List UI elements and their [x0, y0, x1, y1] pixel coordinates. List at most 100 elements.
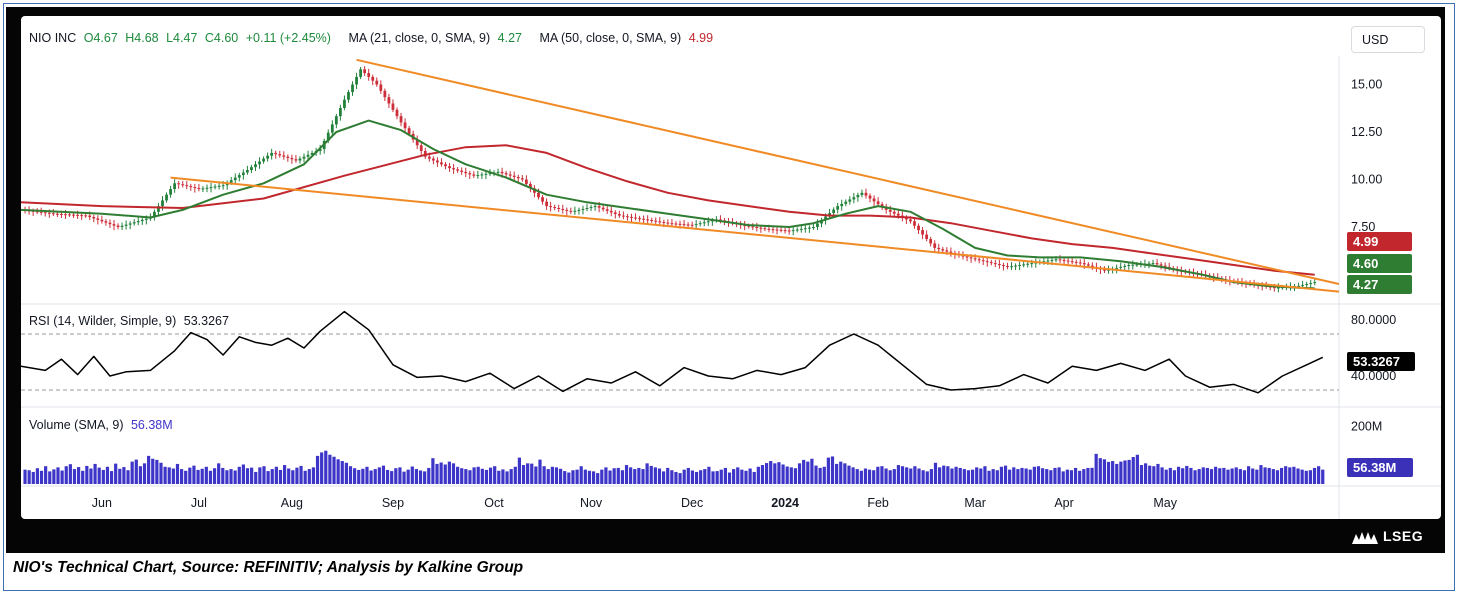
volume-bar — [723, 467, 727, 484]
volume-bar — [361, 468, 365, 484]
candle-body — [270, 152, 274, 156]
candle-body — [1119, 266, 1123, 268]
candle-body — [64, 214, 67, 216]
candle-body — [258, 161, 261, 165]
rsi-tick-label: 80.0000 — [1351, 313, 1396, 327]
volume-bar — [266, 471, 270, 484]
candle-body — [977, 259, 981, 261]
candle-body — [892, 211, 896, 214]
candle-body — [112, 224, 116, 226]
volume-bar — [340, 461, 344, 484]
volume-bar — [480, 468, 484, 484]
volume-bar — [526, 463, 530, 484]
volume-bar — [163, 466, 167, 484]
volume-bar — [579, 466, 583, 484]
volume-bar — [826, 457, 830, 484]
rsi-legend: RSI (14, Wilder, Simple, 9) 53.3267 — [29, 314, 233, 328]
candle-body — [504, 173, 508, 175]
candle-body — [965, 256, 969, 258]
candle-body — [80, 215, 84, 217]
volume-bar — [876, 466, 880, 484]
candle-body — [812, 227, 815, 228]
volume-bar — [1106, 461, 1111, 484]
volume-bar — [89, 468, 93, 484]
volume-bar — [488, 467, 493, 484]
volume-bar — [550, 466, 554, 484]
candle-body — [597, 206, 601, 208]
volume-bar — [278, 469, 283, 484]
volume-bar — [171, 468, 175, 484]
candle-body — [60, 213, 63, 215]
volume-bar — [620, 470, 625, 484]
volume-bar — [1127, 459, 1131, 484]
volume-bar — [97, 467, 101, 484]
candle-body — [415, 139, 419, 146]
volume-bar — [732, 469, 736, 484]
candle-body — [355, 76, 358, 85]
volume-bar — [126, 470, 130, 484]
volume-bar — [1032, 466, 1036, 484]
volume-bar — [1115, 463, 1119, 484]
volume-bar — [23, 469, 27, 484]
candle-body — [347, 92, 350, 100]
volume-bar — [1246, 466, 1251, 484]
rsi-value-tag: 53.3267 — [1347, 352, 1415, 371]
volume-bar — [711, 471, 715, 484]
chart-panel: 15.00 12.50 10.00 7.50 80.0000 40.0000 200M Jun… — [21, 16, 1441, 519]
volume-bar — [85, 465, 89, 484]
volume-bar — [217, 463, 221, 484]
volume-bar — [1078, 470, 1082, 484]
candle-body — [763, 228, 767, 230]
volume-bar — [925, 471, 929, 484]
candle-body — [706, 221, 710, 223]
volume-bar — [855, 469, 859, 484]
candle-body — [678, 223, 682, 225]
volume-bar — [1321, 469, 1325, 484]
candle-body — [306, 154, 310, 157]
volume-bar — [105, 466, 110, 484]
time-tick-label: Aug — [281, 496, 303, 510]
candle-body — [638, 218, 641, 220]
currency-button[interactable]: USD — [1351, 26, 1425, 53]
volume-bar — [274, 466, 278, 484]
volume-bar — [1214, 466, 1218, 484]
candle-body — [512, 175, 516, 177]
volume-bar — [225, 470, 229, 484]
candle-body — [917, 225, 920, 231]
candle-body — [896, 213, 900, 216]
candle-body — [929, 239, 933, 244]
candle-body — [836, 206, 840, 210]
volume-bar — [324, 450, 328, 484]
volume-bar — [1181, 468, 1185, 484]
volume-bar — [563, 471, 567, 484]
volume-bar — [1296, 468, 1300, 484]
volume-bar — [109, 471, 114, 484]
volume-bar — [748, 468, 752, 484]
time-tick-label: Apr — [1054, 496, 1073, 510]
volume-bar — [909, 468, 913, 484]
candle-body — [666, 222, 670, 224]
volume-bar — [616, 467, 620, 484]
candle-body — [913, 221, 916, 226]
candle-body — [201, 188, 205, 190]
volume-bar — [521, 465, 526, 484]
candle-body — [545, 201, 548, 207]
volume-bar — [1238, 469, 1242, 484]
volume-bar — [571, 470, 575, 484]
volume-bar — [756, 466, 760, 484]
volume-bar — [443, 464, 447, 484]
volume-pane — [23, 450, 1325, 484]
volume-bar — [802, 459, 806, 484]
volume-bar — [954, 466, 958, 484]
volume-bar — [905, 467, 909, 484]
volume-bar — [567, 472, 571, 484]
volume-bar — [122, 467, 126, 484]
close-value: C4.60 — [204, 31, 239, 45]
time-tick-label: Sep — [382, 496, 404, 510]
volume-bar — [320, 452, 324, 484]
volume-bar — [690, 470, 695, 484]
candle-body — [557, 208, 561, 209]
volume-bar — [884, 468, 888, 484]
candle-body — [1018, 265, 1022, 266]
volume-bar — [130, 461, 134, 484]
